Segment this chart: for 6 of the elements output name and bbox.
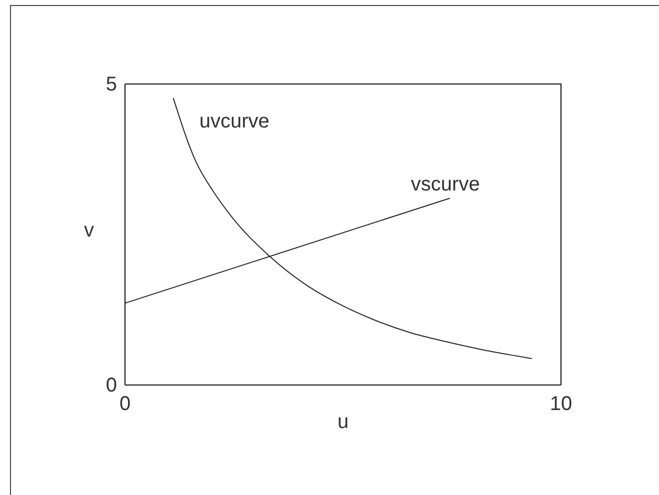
x-tick-label: 10 — [550, 393, 572, 416]
series-label: vscurve — [410, 173, 480, 196]
x-axis-title: u — [337, 411, 349, 433]
series-label: uvcurve — [199, 110, 270, 132]
y-axis-title: v — [84, 220, 94, 242]
y-tick-label: 5 — [106, 73, 117, 96]
